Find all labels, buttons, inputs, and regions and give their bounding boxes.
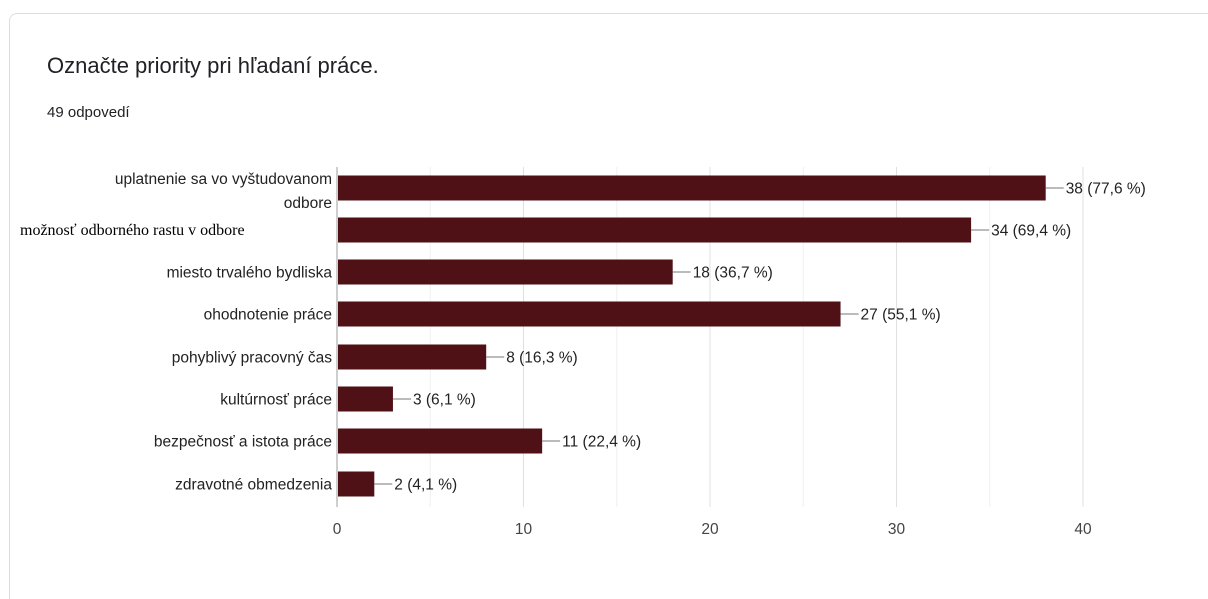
category-label: uplatnenie sa vo vyštudovanom odbore [115, 171, 332, 212]
x-tick-label: 0 [333, 521, 342, 538]
category-label: pohyblivý pracovný čas [172, 350, 332, 367]
x-tick-label: 30 [888, 521, 906, 538]
bar [338, 301, 841, 327]
data-label: 2 (4,1 %) [394, 477, 457, 494]
category-label: možnosť odborného rastu v odbore [20, 222, 245, 239]
x-tick-label: 40 [1074, 521, 1092, 538]
bar [338, 217, 972, 243]
category-label: miesto trvalého bydliska [167, 265, 333, 282]
bar [338, 386, 393, 412]
data-label: 34 (69,4 %) [991, 223, 1071, 240]
category-label: zdravotné obmedzenia [175, 477, 332, 494]
category-label: ohodnotenie práce [204, 307, 332, 324]
data-label: 8 (16,3 %) [506, 350, 578, 367]
data-label: 3 (6,1 %) [413, 392, 476, 409]
data-label: 18 (36,7 %) [693, 265, 773, 282]
category-label: bezpečnosť a istota práce [154, 434, 332, 451]
bar [338, 344, 487, 370]
x-tick-label: 10 [515, 521, 533, 538]
bar [338, 259, 673, 285]
bar [338, 175, 1046, 201]
category-label-line: uplatnenie sa vo vyštudovanom [115, 171, 332, 188]
bar [338, 428, 543, 454]
data-label: 38 (77,6 %) [1066, 181, 1146, 198]
response-count: 49 odpovedí [47, 104, 130, 121]
data-label: 11 (22,4 %) [562, 434, 641, 451]
category-label: kultúrnosť práce [220, 392, 332, 409]
x-tick-label: 20 [701, 521, 719, 538]
data-label: 27 (55,1 %) [861, 307, 941, 324]
bar [338, 471, 375, 497]
question-title: Označte priority pri hľadaní práce. [47, 53, 379, 78]
category-label-line: odbore [284, 195, 332, 212]
